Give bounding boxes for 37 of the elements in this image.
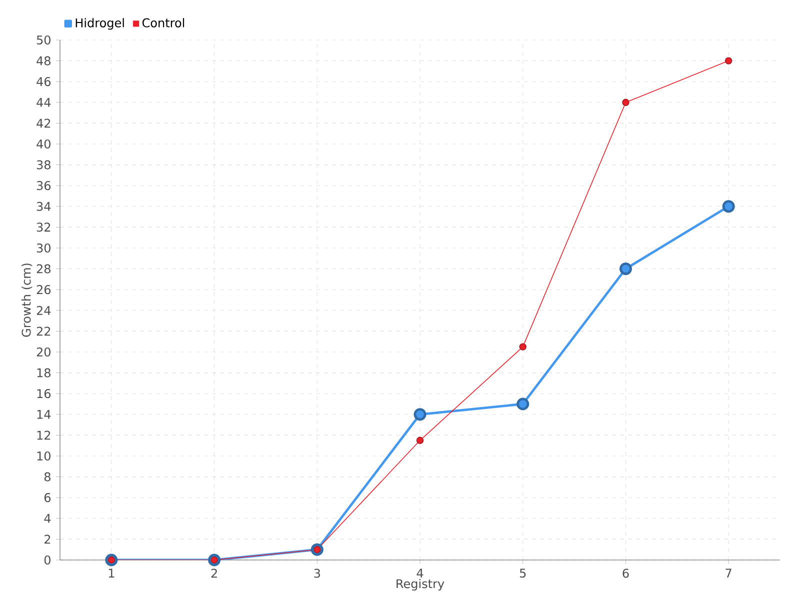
y-tick-label: 30	[36, 243, 50, 253]
legend-label: Control	[142, 18, 184, 28]
y-tick-label: 48	[36, 56, 50, 66]
x-tick-label: 5	[520, 568, 526, 578]
y-tick-label: 42	[36, 118, 50, 128]
y-tick-label: 32	[36, 222, 50, 232]
y-tick-label: 8	[44, 472, 50, 482]
y-tick-label: 2	[44, 534, 50, 544]
y-tick-label: 4	[44, 514, 51, 523]
y-tick-label: 34	[36, 202, 51, 211]
y-tick-label: 12	[37, 430, 50, 440]
y-tick-label: 44	[36, 98, 51, 107]
y-tick-label: 50	[36, 35, 50, 45]
y-tick-label: 18	[37, 368, 50, 378]
y-tick-label: 26	[36, 285, 51, 294]
y-tick-label: 36	[36, 181, 51, 190]
y-tick-label: 0	[44, 555, 50, 565]
y-tick-label: 28	[36, 264, 50, 274]
y-tick-label: 16	[37, 389, 51, 398]
y-tick-label: 22	[36, 326, 50, 336]
x-tick-label: 1	[108, 568, 114, 578]
y-tick-label: 10	[37, 451, 50, 461]
y-tick-label: 24	[36, 306, 51, 315]
y-tick-label: 40	[36, 139, 50, 149]
x-tick-label: 4	[416, 568, 424, 578]
y-tick-label: 6	[44, 493, 51, 502]
legend-label: Hidrogel	[76, 18, 124, 30]
x-axis-title: Registry	[396, 578, 444, 591]
x-tick-label: 2	[211, 568, 217, 578]
x-tick-label: 6	[622, 568, 629, 578]
y-tick-label: 14	[37, 410, 51, 419]
x-tick-label: 7	[726, 568, 732, 578]
x-tick-label: 3	[314, 568, 320, 578]
y-tick-label: 20	[36, 347, 50, 357]
y-tick-label: 46	[36, 77, 51, 86]
y-tick-label: 38	[36, 160, 50, 170]
y-axis-title: Growth (cm)	[22, 264, 32, 337]
